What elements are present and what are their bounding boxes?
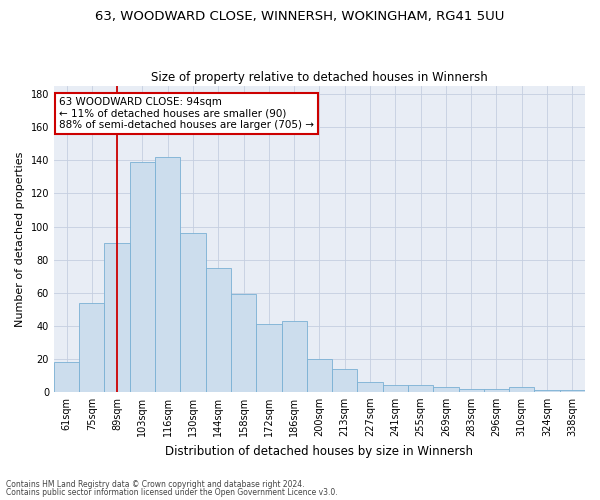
- Bar: [104, 243, 130, 392]
- Bar: [332, 368, 358, 392]
- Bar: [54, 362, 79, 392]
- Bar: [458, 388, 484, 392]
- Bar: [256, 324, 281, 392]
- Text: Contains HM Land Registry data © Crown copyright and database right 2024.: Contains HM Land Registry data © Crown c…: [6, 480, 305, 489]
- Bar: [535, 390, 560, 392]
- Text: Contains public sector information licensed under the Open Government Licence v3: Contains public sector information licen…: [6, 488, 338, 497]
- X-axis label: Distribution of detached houses by size in Winnersh: Distribution of detached houses by size …: [166, 444, 473, 458]
- Bar: [79, 302, 104, 392]
- Title: Size of property relative to detached houses in Winnersh: Size of property relative to detached ho…: [151, 70, 488, 84]
- Bar: [383, 385, 408, 392]
- Bar: [484, 388, 509, 392]
- Text: 63, WOODWARD CLOSE, WINNERSH, WOKINGHAM, RG41 5UU: 63, WOODWARD CLOSE, WINNERSH, WOKINGHAM,…: [95, 10, 505, 23]
- Bar: [433, 387, 458, 392]
- Bar: [130, 162, 155, 392]
- Bar: [307, 359, 332, 392]
- Bar: [155, 157, 181, 392]
- Text: 63 WOODWARD CLOSE: 94sqm
← 11% of detached houses are smaller (90)
88% of semi-d: 63 WOODWARD CLOSE: 94sqm ← 11% of detach…: [59, 97, 314, 130]
- Bar: [231, 294, 256, 392]
- Bar: [206, 268, 231, 392]
- Bar: [181, 233, 206, 392]
- Bar: [560, 390, 585, 392]
- Bar: [358, 382, 383, 392]
- Y-axis label: Number of detached properties: Number of detached properties: [15, 151, 25, 326]
- Bar: [509, 387, 535, 392]
- Bar: [408, 385, 433, 392]
- Bar: [281, 320, 307, 392]
